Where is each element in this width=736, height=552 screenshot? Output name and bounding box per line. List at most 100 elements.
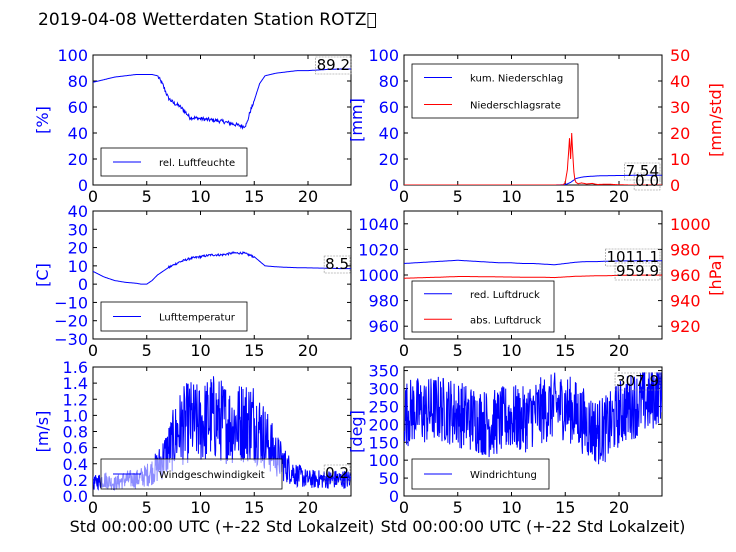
y-tick-label: 250 [368,397,399,416]
x-tick-label: 15 [244,187,264,206]
value-label-box [614,372,661,391]
y-tick-label: 200 [368,415,399,434]
legend-label: abs. Luftdruck [470,315,541,326]
y-right-tick-label: 30 [670,98,690,117]
chart-panel-precipitation [403,54,663,191]
x-tick-label: 10 [190,341,210,360]
y-tick-label: 0.2 [63,471,88,490]
x-tick-label: 20 [609,187,629,206]
y-tick-label: 1.2 [63,390,88,409]
series-line-niederschlagsrate [404,132,662,185]
y-right-axis-label: [mm/std] [706,83,725,157]
x-tick-label: 15 [555,498,575,517]
x-tick-label: 0 [88,498,98,517]
chart-panel-windspeed [92,366,352,497]
y-tick-label: 80 [68,72,88,91]
y-tick-label: 1020 [358,240,399,259]
legend-label: red. Luftdruck [470,290,540,301]
y-right-tick-label: 920 [670,317,701,336]
x-tick-label: 5 [142,498,152,517]
legend-label: rel. Luftfeuchte [159,158,235,169]
value-label-box [614,262,661,281]
x-tick-label: 0 [399,498,409,517]
y-right-tick-label: 1000 [670,215,711,234]
legend-box [411,63,579,119]
legend-label: Windrichtung [470,470,537,481]
x-tick-label: 0 [88,187,98,206]
value-label: 307.9 [616,372,659,390]
y-tick-label: 10 [68,257,88,276]
y-tick-label: 300 [368,380,399,399]
y-tick-label: 100 [57,46,88,65]
value-label-box [315,56,352,75]
y-tick-label: 350 [368,362,399,381]
chart-panel-temperature [92,210,352,340]
y-tick-label: 20 [379,150,399,169]
y-right-tick-label: 940 [670,292,701,311]
y-tick-label: 60 [379,98,399,117]
value-label-box [624,162,661,181]
x-tick-label: 15 [244,341,264,360]
value-label: 8.5 [325,255,349,273]
value-label: 1011.1 [607,248,660,266]
y-tick-label: 1040 [358,215,399,234]
x-tick-label: 20 [298,187,318,206]
x-tick-label: 15 [244,498,264,517]
value-label: 7.54 [626,162,659,180]
y-tick-label: 0 [389,487,399,506]
y-tick-label: −20 [54,312,88,331]
y-right-tick-label: 20 [670,124,690,143]
y-tick-label: 20 [68,239,88,258]
y-tick-label: 0.0 [63,487,88,506]
x-tick-label: 0 [88,341,98,360]
figure-title: 2019-04-08 Wetterdaten Station ROTZ  [38,10,377,30]
y-tick-label: 0.4 [63,455,88,474]
y-tick-label: 60 [68,98,88,117]
y-tick-label: 960 [368,317,399,336]
legend-label: Niederschlagsrate [470,101,561,112]
y-right-tick-label: 10 [670,150,690,169]
value-label: 0.2 [325,464,349,482]
x-tick-label: 20 [609,498,629,517]
y-tick-label: 1000 [358,266,399,285]
y-tick-label: 50 [379,469,399,488]
x-tick-label: 5 [142,341,152,360]
x-tick-label: 10 [501,187,521,206]
series-line-kum-niederschlag [404,174,662,185]
y-tick-label: 0 [78,275,88,294]
y-tick-label: 30 [68,220,88,239]
y-tick-label: 0.6 [63,439,88,458]
y-tick-label: 0 [78,176,88,195]
y-tick-label: 150 [368,433,399,452]
x-tick-label: 5 [453,498,463,517]
x-axis-label: Std 00:00:00 UTC (+-22 Std Lokalzeit) [70,517,375,536]
x-tick-label: 0 [399,187,409,206]
y-axis-label: [C] [33,263,52,287]
plot-frame [92,210,352,340]
y-tick-label: 100 [368,46,399,65]
x-tick-label: 10 [190,498,210,517]
y-tick-label: −10 [54,293,88,312]
x-tick-label: 5 [142,187,152,206]
chart-panel-winddirection [403,366,663,497]
y-tick-label: 40 [379,124,399,143]
y-axis-label: [mm] [347,98,366,142]
chart-panel-humidity [92,54,352,186]
y-tick-label: 1.0 [63,406,88,425]
x-tick-label: 10 [190,187,210,206]
y-tick-label: 20 [68,150,88,169]
value-label-box [323,464,351,483]
series-line-rel-luftfeuchte [93,68,351,130]
x-tick-label: 10 [501,341,521,360]
series-line-windrichtung [404,372,662,465]
y-axis-label: [%] [33,106,52,134]
y-tick-label: 1.4 [63,374,88,393]
y-right-tick-label: 50 [670,46,690,65]
x-tick-label: 20 [298,341,318,360]
x-tick-label: 15 [555,341,575,360]
y-right-tick-label: 0 [670,176,680,195]
y-tick-label: 40 [68,124,88,143]
legend-label: Lufttemperatur [159,313,236,324]
x-tick-label: 10 [501,498,521,517]
